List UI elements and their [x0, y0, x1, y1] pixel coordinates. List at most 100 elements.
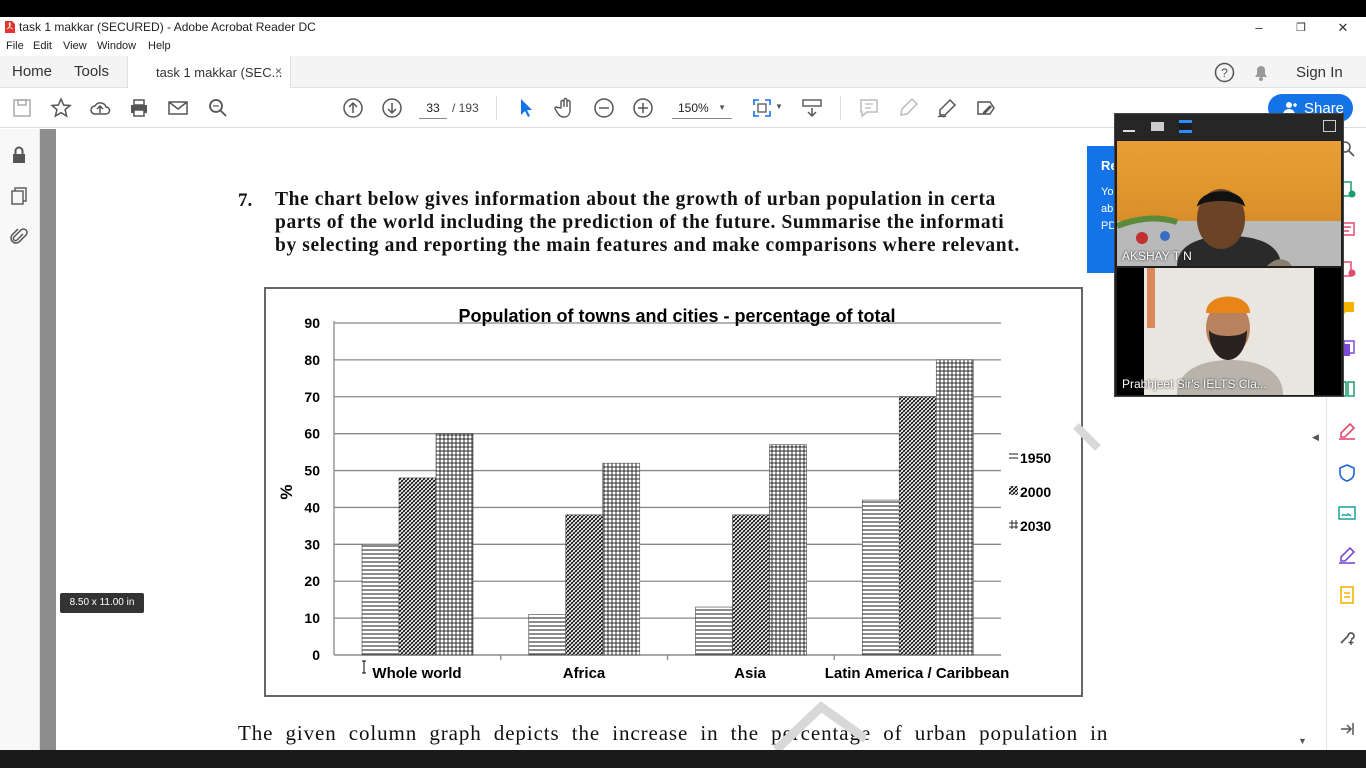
zoom-value: 150%: [678, 101, 709, 115]
bell-icon[interactable]: [1251, 62, 1271, 82]
next-page-icon[interactable]: [380, 96, 404, 120]
answer-text: The given column graph depicts the incre…: [238, 721, 1109, 745]
comment-icon[interactable]: [857, 96, 881, 120]
video-call-window[interactable]: AKSHAY T N Prabhjeet Sir's IELTS Cla...: [1114, 113, 1344, 397]
notification-text: Yo ab PD: [1101, 184, 1116, 235]
zoom-out-icon[interactable]: [592, 96, 616, 120]
upload-icon[interactable]: [88, 96, 112, 120]
mail-icon[interactable]: [166, 96, 190, 120]
sign-tool-icon[interactable]: [1337, 545, 1357, 565]
video-view-icon[interactable]: [1151, 122, 1164, 131]
fit-page-icon[interactable]: [750, 96, 774, 120]
star-icon[interactable]: [49, 96, 73, 120]
tab-tools[interactable]: Tools: [74, 63, 110, 80]
help-icon[interactable]: ?: [1214, 62, 1235, 83]
chart-legend: 1950 2000 2030: [1009, 450, 1051, 534]
participant-name: AKSHAY T N: [1122, 249, 1192, 263]
menu-edit[interactable]: Edit: [33, 40, 52, 52]
participant-video: Prabhjeet Sir's IELTS Cla...: [1117, 268, 1341, 395]
legend-swatch-1950: [1009, 452, 1018, 461]
attachment-icon[interactable]: [9, 226, 29, 246]
save-icon[interactable]: [10, 96, 34, 120]
y-tick-label: 0: [312, 647, 320, 663]
send-for-signature-icon[interactable]: [1337, 503, 1357, 523]
close-window-button[interactable]: ✕: [1337, 19, 1349, 35]
zoom-select[interactable]: 150% ▼: [672, 97, 732, 119]
scroll-mode-icon[interactable]: [800, 96, 824, 120]
bar-2000-2: [732, 514, 770, 656]
bar-2000-0: [398, 477, 437, 656]
page-size-badge: 8.50 x 11.00 in: [60, 593, 144, 613]
menu-bar: File Edit View Window Help: [0, 38, 1366, 56]
participant-silhouette: [1144, 268, 1314, 395]
tab-home[interactable]: Home: [12, 63, 53, 80]
pages-icon[interactable]: [9, 186, 29, 206]
expand-panel-icon[interactable]: [1337, 719, 1357, 739]
menu-file[interactable]: File: [6, 40, 24, 52]
menu-window[interactable]: Window: [97, 40, 137, 52]
close-tab-icon[interactable]: ×: [275, 64, 283, 78]
bar-2030-0: [435, 433, 474, 656]
lock-icon[interactable]: [9, 145, 29, 165]
chart-labels: 0 10 20 30 40 50 60 70 80 90 Whole world Africa Asia…: [304, 315, 1009, 682]
share-label: Share: [1304, 100, 1345, 117]
protect-icon[interactable]: [1337, 463, 1357, 483]
minimize-video-icon[interactable]: [1123, 122, 1135, 132]
y-tick-label: 40: [304, 499, 320, 515]
bar-1950-3: [861, 499, 900, 656]
fill-sign-icon[interactable]: [1337, 421, 1357, 441]
document-area: 7. The chart below gives information abo…: [40, 129, 1294, 750]
screen-top-border: [0, 0, 1366, 17]
bar-1950-2: [695, 606, 733, 656]
scan-icon[interactable]: [1337, 585, 1357, 605]
x-tick-label: Whole world: [372, 665, 461, 682]
exit-mini-view-icon[interactable]: [1323, 120, 1336, 132]
question-text: The chart below gives information about …: [275, 188, 1095, 257]
video-toolbar: [1115, 114, 1343, 140]
legend-swatch-2000: [1009, 486, 1018, 495]
page-total: / 193: [452, 101, 479, 115]
y-tick-label: 20: [304, 573, 320, 589]
text-cursor-icon: [362, 660, 366, 674]
minimize-button[interactable]: –: [1255, 20, 1263, 35]
chevron-down-icon: ▼: [718, 103, 726, 112]
combine-files-icon[interactable]: [1337, 339, 1357, 359]
page-number-input[interactable]: 33: [419, 97, 447, 119]
draw-icon[interactable]: [935, 96, 959, 120]
collapse-right-icon[interactable]: ◀: [1312, 432, 1319, 442]
svg-text:?: ?: [1221, 66, 1228, 80]
y-tick-label: 90: [304, 315, 320, 331]
hand-icon[interactable]: [553, 96, 577, 120]
bar-2030-2: [769, 444, 807, 656]
tab-bar: Home Tools task 1 makkar (SEC... ×: [0, 56, 1366, 88]
bar-2000-1: [565, 514, 604, 656]
watermark-stroke: [772, 701, 866, 750]
x-tick-label: Asia: [734, 665, 766, 682]
title-bar: task 1 makkar (SECURED) - Adobe Acrobat …: [0, 17, 1366, 38]
menu-view[interactable]: View: [63, 40, 87, 52]
tab-document[interactable]: task 1 makkar (SEC... ×: [127, 56, 291, 88]
legend-label-2030: 2030: [1020, 518, 1051, 534]
restore-button[interactable]: ❐: [1296, 22, 1306, 34]
fit-dropdown-icon[interactable]: ▼: [775, 102, 783, 111]
y-tick-label: 50: [304, 463, 320, 479]
notification-line: Yo: [1101, 186, 1114, 198]
highlight-icon[interactable]: [896, 96, 920, 120]
bar-1950-0: [361, 544, 400, 656]
prev-page-icon[interactable]: [341, 96, 365, 120]
menu-help[interactable]: Help: [148, 40, 171, 52]
select-icon[interactable]: [514, 96, 538, 120]
scroll-down-icon[interactable]: ▼: [1298, 736, 1307, 746]
search-icon[interactable]: [206, 96, 230, 120]
bar-2030-1: [602, 462, 641, 656]
watermark-stroke: [1073, 423, 1101, 451]
sign-in-button[interactable]: Sign In: [1296, 64, 1343, 81]
zoom-in-icon[interactable]: [631, 96, 655, 120]
edit-icon[interactable]: [974, 96, 998, 120]
gallery-view-icon[interactable]: [1179, 120, 1192, 133]
x-tick-label: Latin America / Caribbean: [825, 665, 1010, 682]
print-icon[interactable]: [127, 96, 151, 120]
more-tools-icon[interactable]: [1337, 627, 1357, 647]
